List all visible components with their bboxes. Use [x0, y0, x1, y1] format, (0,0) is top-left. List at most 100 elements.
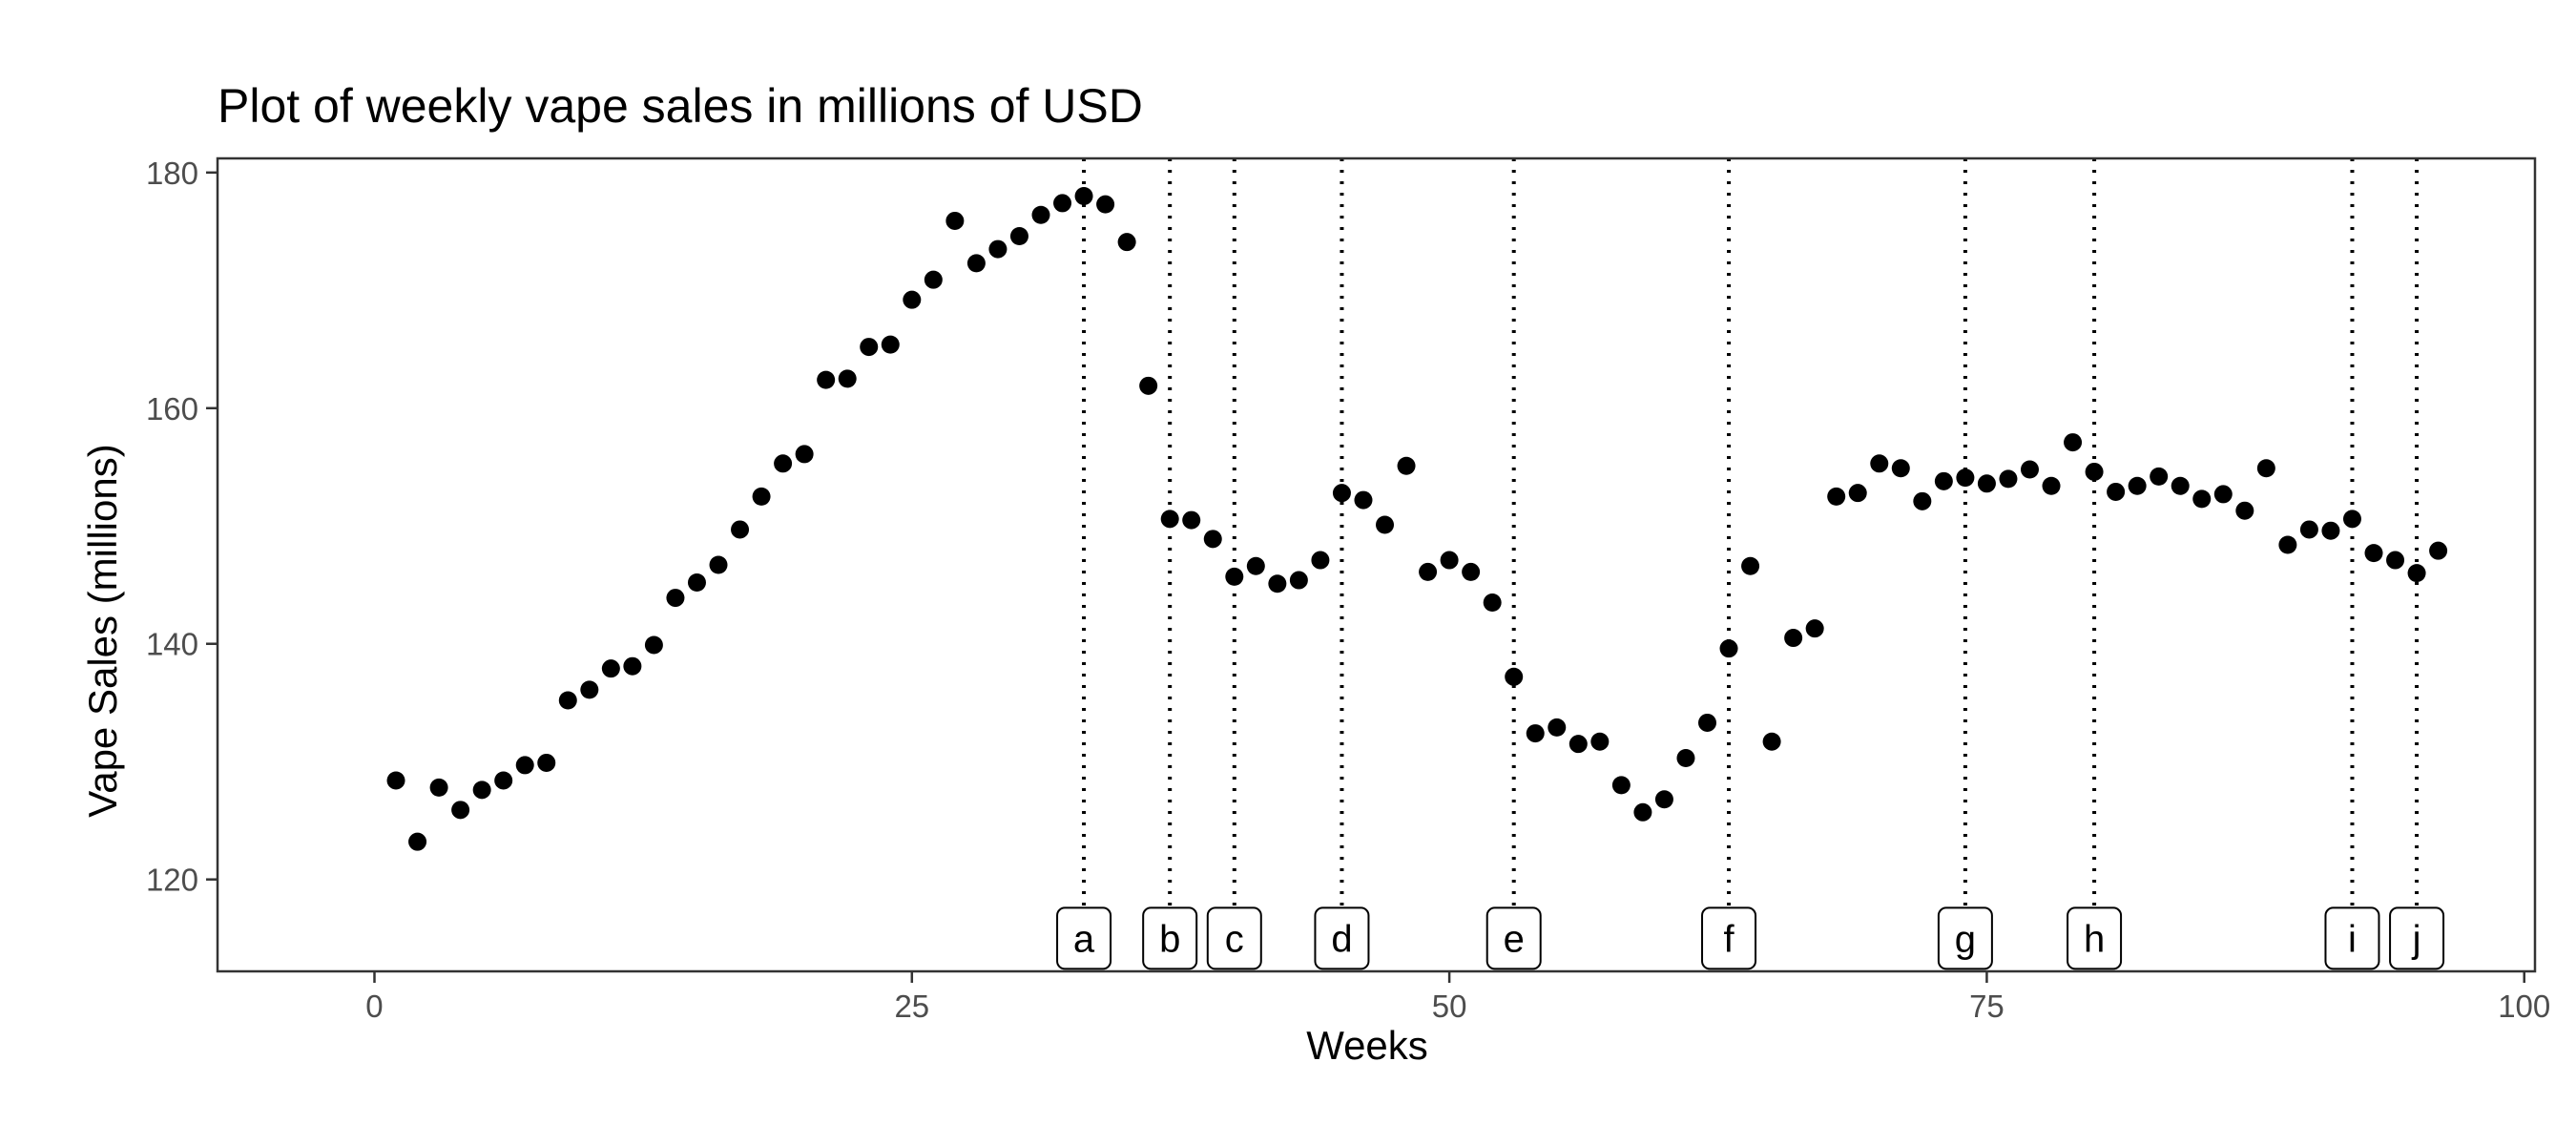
- y-tick-label: 140: [146, 627, 198, 662]
- annotation-box-g: [1937, 906, 1993, 970]
- data-point: [1289, 571, 1308, 590]
- data-point: [1913, 491, 1932, 510]
- data-point: [1676, 749, 1695, 768]
- annotation-box-c: [1206, 906, 1262, 970]
- data-point: [966, 254, 986, 273]
- data-point: [795, 445, 814, 464]
- annotation-label-e: e: [1504, 918, 1525, 960]
- data-point: [2192, 489, 2212, 509]
- data-point: [731, 520, 750, 539]
- data-point: [1053, 194, 1072, 213]
- data-point: [2235, 501, 2254, 520]
- annotation-label-i: i: [2348, 918, 2357, 960]
- data-point: [1182, 510, 1201, 530]
- data-point: [472, 781, 491, 800]
- x-tick-label: 100: [2498, 989, 2550, 1024]
- data-point: [1483, 593, 1502, 613]
- x-tick-label: 25: [894, 989, 929, 1024]
- data-point: [1719, 639, 1738, 658]
- data-point: [1891, 459, 1910, 478]
- y-axis-title: Vape Sales (millions): [80, 444, 125, 817]
- data-point: [903, 290, 922, 309]
- data-point: [2020, 460, 2039, 479]
- data-point: [1762, 732, 1781, 751]
- data-point: [429, 778, 448, 797]
- annotation-box-d: [1314, 906, 1370, 970]
- x-tick-label: 75: [1969, 989, 2005, 1024]
- data-point: [1397, 456, 1416, 475]
- annotation-label-a: a: [1073, 918, 1095, 960]
- data-point: [1741, 556, 1760, 575]
- data-point: [558, 691, 577, 710]
- data-point: [1117, 233, 1136, 252]
- data-point: [2150, 467, 2169, 486]
- data-point: [1311, 551, 1330, 570]
- data-point: [1354, 490, 1373, 510]
- data-point: [1698, 713, 1716, 732]
- data-point: [580, 680, 599, 699]
- data-point: [2321, 521, 2340, 540]
- data-point: [1332, 484, 1351, 503]
- data-point: [666, 589, 685, 608]
- data-point: [1977, 474, 1996, 493]
- data-point: [1827, 487, 1846, 506]
- data-point: [687, 573, 706, 593]
- data-point: [1956, 468, 1975, 488]
- data-point: [2299, 520, 2318, 539]
- data-point: [1633, 802, 1652, 822]
- data-point: [1139, 376, 1158, 395]
- data-point: [601, 659, 620, 678]
- panel-border: [216, 156, 2537, 973]
- annotation-box-e: [1485, 906, 1542, 970]
- data-point: [494, 771, 513, 790]
- annotation-label-b: b: [1159, 918, 1180, 960]
- data-point: [2171, 476, 2190, 495]
- annotation-box-j: [2389, 906, 2445, 970]
- data-point: [1784, 629, 1803, 648]
- y-tick-label: 120: [146, 863, 198, 898]
- annotation-label-g: g: [1955, 918, 1976, 960]
- data-point: [1376, 515, 1395, 534]
- annotation-label-j: j: [2412, 918, 2421, 960]
- data-point: [1548, 718, 1567, 737]
- y-tick-label: 160: [146, 391, 198, 427]
- data-point: [1505, 667, 1524, 686]
- data-point: [2256, 459, 2275, 478]
- data-point: [1225, 567, 1244, 586]
- data-point: [1654, 790, 1673, 809]
- annotation-box-a: [1056, 906, 1112, 970]
- annotation-box-f: [1701, 906, 1757, 970]
- data-point: [386, 771, 405, 790]
- data-point: [2213, 485, 2233, 504]
- data-point: [988, 239, 1008, 259]
- data-point: [537, 753, 556, 772]
- data-point: [1268, 574, 1287, 593]
- data-point: [2278, 535, 2297, 554]
- data-point: [2429, 541, 2448, 560]
- data-point: [1031, 205, 1050, 224]
- annotation-box-i: [2324, 906, 2380, 970]
- y-tick-label: 180: [146, 156, 198, 191]
- data-point: [1096, 195, 1115, 214]
- data-point: [752, 487, 771, 506]
- data-point: [2128, 476, 2147, 495]
- data-point: [1934, 471, 1953, 490]
- data-point: [2342, 510, 2361, 529]
- data-point: [1246, 556, 1265, 575]
- annotation-label-c: c: [1225, 918, 1244, 960]
- data-point: [924, 270, 943, 289]
- data-point: [1870, 454, 1889, 473]
- data-point: [623, 656, 642, 676]
- data-point: [2407, 564, 2426, 583]
- data-point: [945, 211, 965, 230]
- annotation-label-f: f: [1723, 918, 1735, 960]
- data-point: [1568, 735, 1588, 754]
- chart-title: Plot of weekly vape sales in millions of…: [218, 79, 1143, 133]
- data-point: [1440, 551, 1459, 570]
- data-point: [2386, 551, 2405, 570]
- data-point: [1203, 530, 1222, 549]
- data-point: [1848, 484, 1867, 503]
- data-point: [2085, 462, 2104, 481]
- data-point: [2364, 544, 2383, 563]
- data-point: [1526, 724, 1545, 743]
